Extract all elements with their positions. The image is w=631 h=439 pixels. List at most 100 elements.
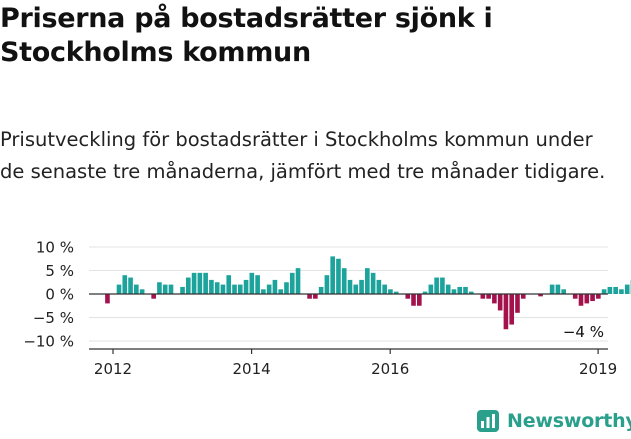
x-tick-label: 2014 [233, 360, 271, 378]
bar [284, 282, 289, 294]
bar [457, 286, 463, 294]
bar [232, 284, 237, 294]
bar [578, 294, 584, 306]
bar [365, 268, 370, 294]
bar [197, 272, 203, 294]
bar [289, 272, 295, 294]
bar [572, 294, 578, 299]
bar [411, 294, 416, 306]
bar [324, 275, 330, 294]
bars [105, 256, 631, 330]
bar [139, 289, 145, 294]
x-tick-label: 2016 [371, 360, 409, 378]
bar [584, 294, 590, 304]
bar [122, 275, 128, 294]
bar [336, 258, 341, 294]
bar [601, 289, 607, 294]
y-tick-label: 0 % [45, 286, 74, 304]
x-tick-label: 2012 [94, 360, 132, 378]
bar [619, 289, 624, 294]
bar [468, 291, 474, 294]
bar [509, 294, 515, 325]
bar [318, 286, 324, 294]
y-tick-label: 5 % [45, 262, 74, 280]
y-tick-label: −10 % [23, 333, 74, 351]
axes: 2012201420162019202120232025 [89, 293, 617, 378]
bar [497, 294, 503, 311]
bar [226, 275, 232, 294]
bar [220, 284, 226, 294]
bar [463, 286, 468, 294]
bar [162, 284, 168, 294]
bar [249, 272, 255, 294]
bar [255, 275, 260, 294]
bar [561, 289, 566, 294]
bar [503, 294, 509, 330]
bar [272, 279, 278, 294]
bar [180, 286, 185, 294]
bar [434, 277, 439, 294]
bar [128, 277, 133, 294]
bar [359, 279, 364, 294]
bar [266, 284, 272, 294]
bar [417, 294, 422, 306]
bar [278, 289, 284, 294]
bar [186, 277, 191, 294]
bar [151, 294, 156, 299]
bar [492, 294, 497, 304]
bar [307, 294, 312, 299]
bar [607, 286, 613, 294]
bar [341, 268, 347, 294]
bar [295, 268, 301, 294]
bar [134, 284, 139, 294]
bar [214, 282, 220, 294]
bar [261, 289, 266, 294]
bar [237, 284, 243, 294]
bar [370, 272, 376, 294]
last-value-label: −4 % [563, 323, 604, 341]
bar [555, 284, 561, 294]
y-tick-label: −5 % [33, 309, 74, 327]
bar [105, 294, 110, 304]
bar [376, 279, 382, 294]
bar [445, 284, 451, 294]
brand-name: Newsworthy [507, 410, 631, 432]
chart-subtitle: Prisutveckling för bostadsrätter i Stock… [0, 128, 606, 183]
bar [313, 294, 318, 299]
bar [613, 286, 618, 294]
bar [330, 256, 335, 294]
bar [168, 284, 174, 294]
bar [480, 294, 486, 299]
bar [116, 284, 122, 294]
bar [353, 284, 359, 294]
chart-title: Priserna på bostadsrätter sjönk i Stockh… [0, 3, 493, 68]
bar [596, 294, 601, 299]
bar [347, 279, 353, 294]
bar [515, 294, 520, 313]
bar [382, 284, 387, 294]
gridlines: −10 % −5 % 0 % 5 % 10 % [23, 239, 608, 351]
newsworthy-logo-icon [477, 410, 499, 432]
bar [440, 277, 445, 294]
bar [486, 294, 491, 299]
bar [549, 284, 555, 294]
bar [538, 294, 543, 297]
bar [393, 291, 399, 294]
bar [405, 294, 411, 299]
newsworthy-brand[interactable]: Newsworthy [476, 406, 631, 436]
bar [243, 279, 249, 294]
x-tick-label: 2019 [579, 360, 617, 378]
y-tick-label: 10 % [36, 239, 74, 257]
bar [590, 294, 595, 302]
bar [157, 282, 162, 294]
bar [428, 284, 434, 294]
bar [451, 289, 457, 294]
bar [520, 294, 526, 299]
bar [624, 284, 630, 294]
bar [209, 279, 214, 294]
bar-chart: −10 %−5 %0 %5 %10 % 20122014201620192021… [23, 239, 631, 378]
bar [388, 289, 393, 294]
bar [191, 272, 197, 294]
bar [203, 272, 208, 294]
bar [422, 291, 428, 294]
